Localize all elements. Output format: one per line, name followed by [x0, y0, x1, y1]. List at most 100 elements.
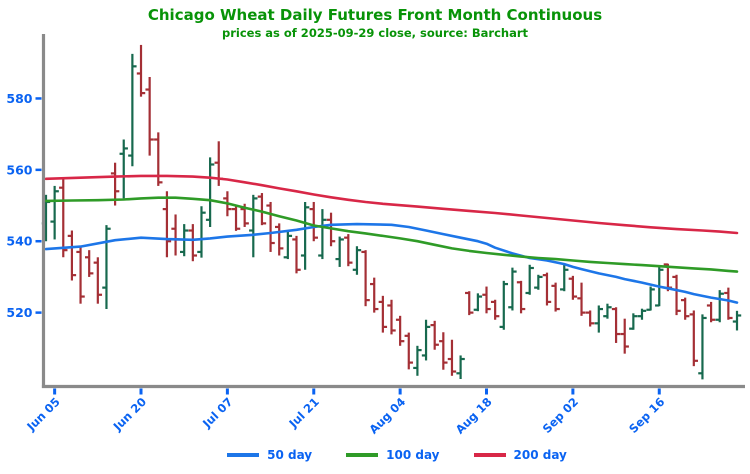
ohlc-bar [516, 280, 526, 314]
ohlc-bar [110, 162, 120, 206]
ohlc-bar [473, 293, 483, 312]
y-tick-label: 560 [6, 162, 32, 177]
ma50-line-swatch [227, 453, 260, 457]
x-tick-label: Sep 02 [540, 395, 581, 436]
x-tick-label: Jun 20 [110, 395, 149, 434]
legend-item-100day: 100 day [346, 448, 440, 462]
y-tick-label: 540 [6, 234, 32, 249]
ma100-line-swatch [346, 453, 379, 457]
ohlc-bar [249, 194, 258, 258]
ma200-line-swatch [473, 453, 506, 457]
ohlc-bar [162, 191, 172, 258]
ohlc-bar [378, 295, 388, 333]
legend-label-200day: 200 day [513, 448, 567, 462]
chart-title: Chicago Wheat Daily Futures Front Month … [147, 6, 603, 24]
ohlc-bar [551, 282, 560, 312]
ohlc-bar [447, 339, 457, 376]
ohlc-bar [577, 282, 586, 316]
ma-line-200-day [44, 174, 739, 235]
x-tick-label: Jul 07 [199, 395, 235, 431]
ohlc-bar [387, 299, 396, 335]
ohlc-bar [205, 157, 215, 227]
ohlc-bar [292, 235, 301, 274]
ohlc-bar [421, 319, 431, 361]
ohlc-bar [76, 246, 85, 304]
ohlc-bar [680, 297, 690, 320]
x-axis-labels: Jun 05 Jun 20 Jul 07 Jul 21 Aug 04 Aug 18 Sep … [23, 388, 667, 437]
ohlc-bar [50, 185, 59, 240]
ohlc-bar [84, 250, 94, 277]
ohlc-bar [154, 132, 163, 186]
ohlc-bar [724, 287, 733, 320]
ohlc-bar [93, 257, 103, 304]
ohlc-bar [594, 305, 603, 333]
ma-legend: 50 day 100 day 200 day [22, 448, 750, 462]
ohlc-bar [404, 332, 413, 370]
ohlc-bar [128, 53, 137, 167]
ohlc-bar [611, 307, 621, 343]
ohlc-bar [715, 290, 724, 323]
ohlc-bar [171, 214, 180, 256]
x-tick-label: Aug 18 [453, 395, 495, 437]
axes [41, 34, 745, 389]
ma-line-50-day [44, 222, 739, 304]
ohlc-bars [41, 44, 742, 380]
ohlc-bar [257, 193, 267, 226]
ohlc-bar [197, 206, 206, 258]
ohlc-bar [231, 206, 241, 231]
ohlc-bar [188, 224, 198, 262]
ohlc-bar [698, 314, 707, 380]
ohlc-bar [465, 291, 474, 316]
ohlc-bar [318, 209, 327, 260]
legend-label-50day: 50 day [267, 448, 313, 462]
ohlc-bar [603, 303, 612, 319]
legend-label-100day: 100 day [386, 448, 440, 462]
ohlc-bar [59, 178, 68, 258]
legend-item-50day: 50 day [227, 448, 312, 462]
ohlc-bar [335, 236, 344, 267]
ohlc-bar [482, 286, 491, 314]
ohlc-bar [430, 320, 439, 350]
ohlc-bar [542, 272, 552, 306]
chart-subtitle: prices as of 2025-09-29 close, source: B… [221, 26, 529, 40]
ohlc-bar [309, 201, 318, 242]
ohlc-bar [585, 310, 595, 327]
ohlc-bar [456, 355, 465, 380]
ohlc-bar [344, 234, 353, 267]
ohlc-bar [395, 315, 405, 346]
ohlc-bar [646, 286, 655, 311]
x-tick-label: Aug 04 [366, 395, 408, 437]
x-tick-label: Sep 16 [626, 395, 667, 436]
ohlc-bar [119, 139, 128, 199]
y-tick-label: 520 [6, 305, 32, 320]
ohlc-bar [620, 318, 629, 354]
ohlc-bar [275, 223, 284, 256]
ohlc-bar [706, 301, 716, 323]
ohlc-bar [67, 230, 77, 281]
ohlc-bar [560, 264, 569, 292]
ohlc-bar [732, 310, 742, 331]
ohlc-bar [370, 277, 379, 313]
x-tick-label: Jun 05 [23, 395, 62, 434]
ohlc-bar [352, 246, 362, 275]
ohlc-bar [102, 225, 111, 310]
ma-line-100-day [44, 196, 739, 273]
ohlc-bar [266, 201, 275, 252]
x-tick-label: Jul 21 [286, 395, 322, 431]
ohlc-bar [637, 308, 647, 320]
ohlc-bar [439, 332, 448, 370]
ohlc-bar [525, 264, 534, 295]
ohlc-bar [361, 250, 370, 307]
legend-item-200day: 200 day [473, 448, 567, 462]
ohlc-bar [689, 310, 699, 367]
ohlc-bar [283, 230, 293, 260]
ohlc-bar [629, 313, 638, 330]
ohlc-bar [508, 267, 517, 311]
ohlc-bar [672, 274, 681, 316]
ohlc-bar [413, 345, 422, 376]
ohlc-bar [568, 275, 578, 300]
ohlc-bar [145, 77, 154, 156]
ohlc-bar [300, 201, 310, 270]
